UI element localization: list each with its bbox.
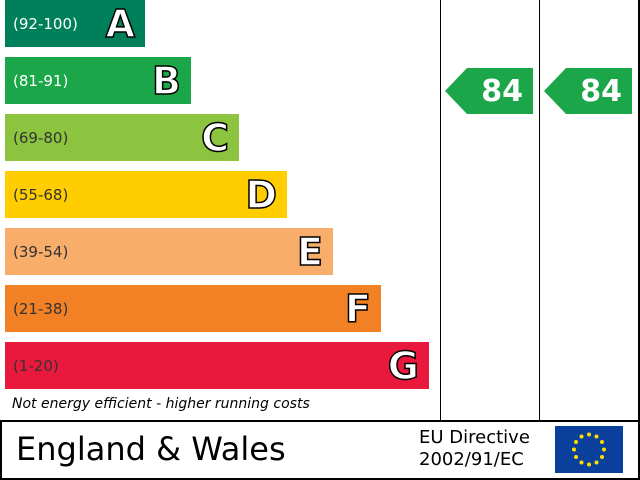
eu-directive-label: EU Directive 2002/91/EC (419, 427, 549, 471)
band-range-label: (69-80) (13, 128, 69, 147)
band-letter-label: G (387, 343, 420, 388)
eu-star (594, 460, 599, 465)
band-letter-label: D (245, 172, 278, 217)
band-letter-label: B (151, 58, 181, 103)
band-range-label: (81-91) (13, 71, 69, 90)
band-range-label: (92-100) (13, 14, 78, 33)
frame-left-footer (0, 420, 2, 480)
eu-star (574, 455, 579, 459)
eu-star (602, 447, 606, 452)
band-letter-label: C (200, 115, 229, 160)
eu-star (594, 434, 599, 439)
band-a: (92-100) A (5, 0, 145, 47)
band-range-label: (21-38) (13, 299, 69, 318)
frame-footer-top (0, 420, 640, 422)
band-g: (1-20) G (5, 342, 429, 389)
band-b: (81-91) B (5, 57, 191, 104)
band-range-label: (1-20) (13, 356, 59, 375)
eu-star (572, 447, 576, 452)
band-e: (39-54) E (5, 228, 333, 275)
directive-line-2: 2002/91/EC (419, 449, 524, 470)
eu-star (599, 440, 604, 444)
eu-star (587, 432, 591, 437)
directive-line-1: EU Directive (419, 427, 530, 448)
potential-rating-arrow: 84 (544, 68, 632, 114)
region-label: England & Wales (16, 430, 286, 468)
band-range-label: (39-54) (13, 242, 69, 261)
band-letter-label: A (105, 1, 136, 46)
eu-star (599, 455, 604, 459)
band-c: (69-80) C (5, 114, 239, 161)
eu-star (587, 462, 591, 467)
footnote-text: Not energy efficient - higher running co… (12, 396, 310, 412)
divider-potential (539, 0, 540, 421)
frame-bottom (0, 478, 640, 480)
eu-star (574, 440, 579, 444)
band-letter-label: E (296, 229, 323, 274)
divider-current (440, 0, 441, 421)
eu-flag-icon (555, 426, 623, 473)
eu-star (579, 460, 584, 465)
band-letter-label: F (344, 286, 371, 331)
frame-right (638, 0, 640, 480)
band-f: (21-38) F (5, 285, 381, 332)
eu-star (579, 434, 584, 439)
band-d: (55-68) D (5, 171, 287, 218)
current-rating-arrow: 84 (445, 68, 533, 114)
band-range-label: (55-68) (13, 185, 69, 204)
